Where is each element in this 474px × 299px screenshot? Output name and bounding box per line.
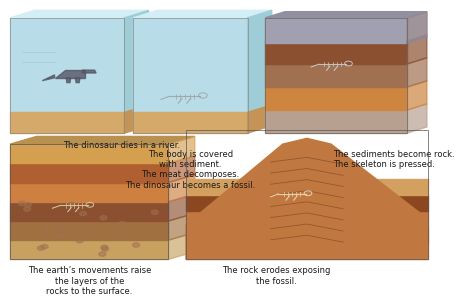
Polygon shape [168,136,195,163]
Polygon shape [10,18,125,112]
Polygon shape [55,70,85,78]
Circle shape [24,207,31,211]
Polygon shape [10,136,195,144]
Polygon shape [168,156,195,183]
Polygon shape [186,138,428,260]
Polygon shape [82,70,96,73]
Polygon shape [247,105,272,133]
Polygon shape [247,10,272,112]
Circle shape [99,252,106,256]
Circle shape [100,216,107,220]
Polygon shape [265,18,407,41]
Polygon shape [186,195,428,211]
Circle shape [41,244,48,249]
Polygon shape [125,10,149,112]
Circle shape [25,202,32,207]
Polygon shape [10,144,168,163]
Circle shape [18,201,26,206]
Polygon shape [10,112,125,133]
Polygon shape [168,213,195,240]
Circle shape [118,222,126,226]
Circle shape [76,239,83,243]
Text: The dinosaur dies in a river.: The dinosaur dies in a river. [63,141,180,150]
Polygon shape [42,75,55,81]
Polygon shape [407,12,427,43]
Polygon shape [133,18,247,112]
Circle shape [80,211,87,216]
Polygon shape [133,10,272,18]
Polygon shape [186,179,428,195]
Polygon shape [407,12,427,41]
Polygon shape [133,112,247,133]
Circle shape [44,226,51,231]
Polygon shape [10,202,168,221]
Polygon shape [265,41,407,64]
Polygon shape [407,104,427,133]
Polygon shape [265,64,407,87]
Polygon shape [10,163,168,183]
Polygon shape [186,243,428,260]
Polygon shape [10,10,149,18]
Polygon shape [125,105,149,133]
Circle shape [68,202,75,207]
Polygon shape [10,240,168,260]
Polygon shape [10,221,168,240]
Circle shape [101,245,108,249]
Polygon shape [75,78,80,83]
Circle shape [151,210,158,214]
Polygon shape [407,35,427,64]
Circle shape [56,234,64,239]
Text: The sediments become rock.
The skeleton is pressed.: The sediments become rock. The skeleton … [333,150,455,169]
Polygon shape [168,175,195,202]
Polygon shape [407,58,427,87]
Text: The earth’s movements raise
the layers of the
rocks to the surface.: The earth’s movements raise the layers o… [27,266,151,296]
Polygon shape [186,211,428,227]
Polygon shape [265,110,407,133]
Polygon shape [265,87,407,110]
Polygon shape [265,18,407,43]
Circle shape [58,226,65,230]
Polygon shape [66,78,71,83]
Text: The body is covered
with sediment.
The meat decomposes.
The dinosaur becomes a f: The body is covered with sediment. The m… [125,150,255,190]
Polygon shape [186,227,428,243]
Circle shape [37,246,45,250]
Text: The rock erodes exposing
the fossil.: The rock erodes exposing the fossil. [222,266,330,286]
Polygon shape [10,183,168,202]
Polygon shape [168,194,195,221]
Polygon shape [168,233,195,260]
Polygon shape [265,12,427,18]
Circle shape [133,243,139,247]
Polygon shape [407,81,427,110]
Circle shape [101,247,109,251]
